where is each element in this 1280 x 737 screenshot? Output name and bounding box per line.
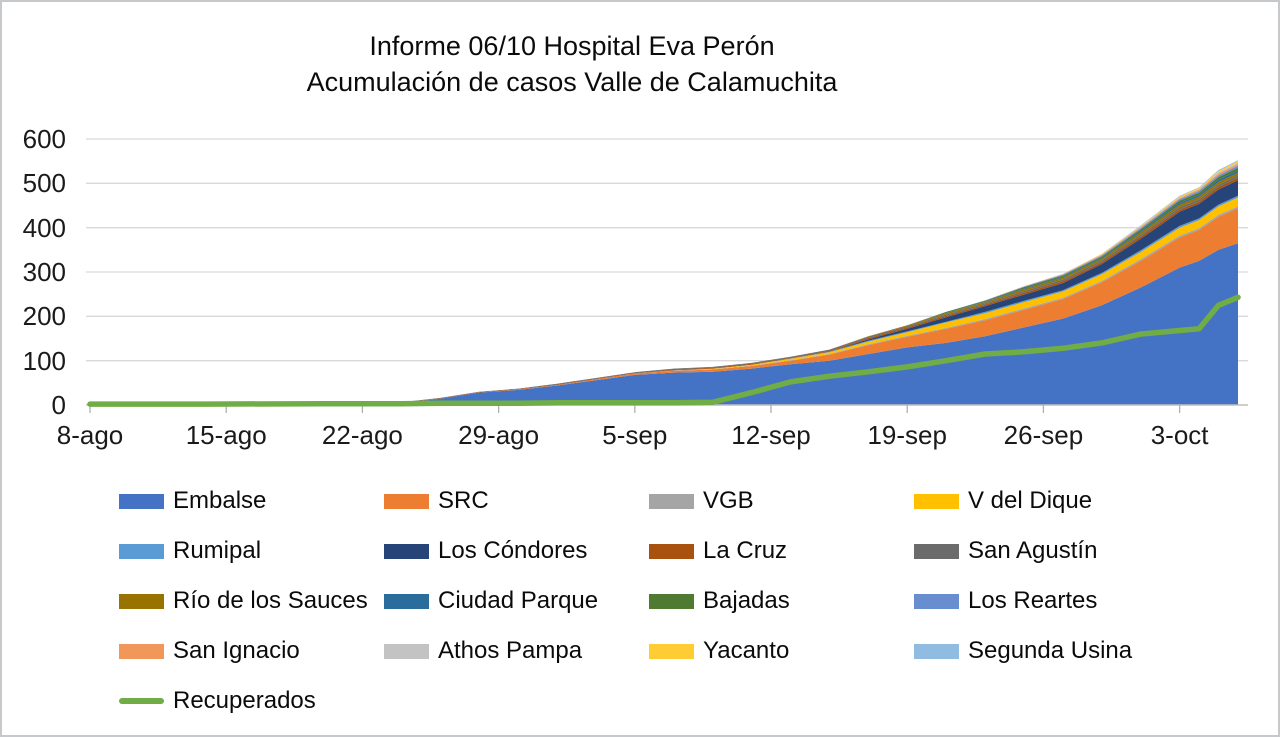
legend-item: V del Dique bbox=[914, 476, 1179, 526]
x-axis-label: 26-sep bbox=[1003, 420, 1084, 450]
x-axis-label: 19-sep bbox=[867, 420, 947, 450]
legend-item: VGB bbox=[649, 476, 914, 526]
x-axis-label: 29-ago bbox=[458, 420, 540, 450]
legend-color-swatch-icon bbox=[119, 543, 164, 559]
x-axis-label: 15-ago bbox=[185, 420, 267, 450]
legend-item: San Ignacio bbox=[119, 626, 384, 676]
legend-color-swatch-icon bbox=[384, 643, 429, 659]
x-axis-label: 12-sep bbox=[731, 420, 811, 450]
legend-label: Yacanto bbox=[703, 637, 790, 664]
legend-label: Ciudad Parque bbox=[438, 587, 599, 614]
y-axis-label: 600 bbox=[22, 124, 66, 154]
x-axis-label: 3-oct bbox=[1150, 420, 1209, 450]
legend-item: Recuperados bbox=[119, 676, 384, 726]
legend-label: Rumipal bbox=[173, 537, 262, 564]
legend-color-swatch-icon bbox=[914, 643, 959, 659]
legend-color-swatch-icon bbox=[384, 593, 429, 609]
y-axis-label: 500 bbox=[22, 168, 66, 199]
legend-color-swatch-icon bbox=[914, 543, 959, 559]
y-axis-label: 400 bbox=[22, 212, 66, 243]
legend-item: San Agustín bbox=[914, 526, 1179, 576]
legend-item: Ciudad Parque bbox=[384, 576, 649, 626]
x-axis-label: 5-sep bbox=[602, 420, 668, 450]
legend-label: Athos Pampa bbox=[438, 637, 583, 664]
legend-label: Embalse bbox=[173, 487, 267, 514]
legend-label: Segunda Usina bbox=[968, 637, 1133, 664]
legend-item: Río de los Sauces bbox=[119, 576, 384, 626]
legend-color-swatch-icon bbox=[914, 593, 959, 609]
legend-color-swatch-icon bbox=[649, 543, 694, 559]
legend-item: Rumipal bbox=[119, 526, 384, 576]
x-axis-label: 22-ago bbox=[321, 420, 403, 450]
legend-label: La Cruz bbox=[703, 537, 788, 564]
y-axis-label: 200 bbox=[22, 301, 66, 332]
legend-item: La Cruz bbox=[649, 526, 914, 576]
legend-item: Segunda Usina bbox=[914, 626, 1179, 676]
legend-line-swatch-icon bbox=[119, 698, 164, 704]
legend-label: Río de los Sauces bbox=[173, 587, 368, 614]
legend-label: Los Cóndores bbox=[438, 537, 588, 564]
legend: Embalse SRC VGB V del Dique Rumipal Los Cóndo… bbox=[119, 476, 1179, 726]
legend-color-swatch-icon bbox=[914, 493, 959, 509]
legend-color-swatch-icon bbox=[119, 643, 164, 659]
legend-label: VGB bbox=[703, 487, 754, 514]
legend-label: Recuperados bbox=[173, 687, 316, 714]
chart-title: Informe 06/10 Hospital Eva Perón Acumula… bbox=[2, 28, 1142, 100]
legend-label: San Agustín bbox=[968, 537, 1098, 564]
legend-color-swatch-icon bbox=[384, 493, 429, 509]
legend-item: SRC bbox=[384, 476, 649, 526]
chart-title-line-2: Acumulación de casos Valle de Calamuchit… bbox=[306, 67, 838, 97]
legend-item: Embalse bbox=[119, 476, 384, 526]
legend-color-swatch-icon bbox=[119, 493, 164, 509]
legend-label: Los Reartes bbox=[968, 587, 1098, 614]
legend-color-swatch-icon bbox=[384, 543, 429, 559]
legend-item: Los Reartes bbox=[914, 576, 1179, 626]
y-axis-label: 0 bbox=[51, 390, 66, 420]
legend-item: Athos Pampa bbox=[384, 626, 649, 676]
legend-item: Los Cóndores bbox=[384, 526, 649, 576]
legend-label: Bajadas bbox=[703, 587, 790, 614]
y-axis-label: 300 bbox=[22, 257, 66, 287]
legend-item: Bajadas bbox=[649, 576, 914, 626]
x-axis-label: 8-ago bbox=[56, 420, 124, 450]
legend-item: Yacanto bbox=[649, 626, 914, 676]
legend-color-swatch-icon bbox=[649, 593, 694, 609]
chart-title-line-1: Informe 06/10 Hospital Eva Perón bbox=[369, 31, 775, 61]
legend-label: SRC bbox=[438, 487, 489, 514]
y-axis-label: 100 bbox=[22, 345, 66, 376]
plot-area bbox=[86, 138, 1248, 413]
legend-color-swatch-icon bbox=[649, 643, 694, 659]
legend-color-swatch-icon bbox=[119, 593, 164, 609]
legend-label: San Ignacio bbox=[173, 637, 300, 664]
legend-color-swatch-icon bbox=[649, 493, 694, 509]
legend-label: V del Dique bbox=[968, 487, 1093, 514]
